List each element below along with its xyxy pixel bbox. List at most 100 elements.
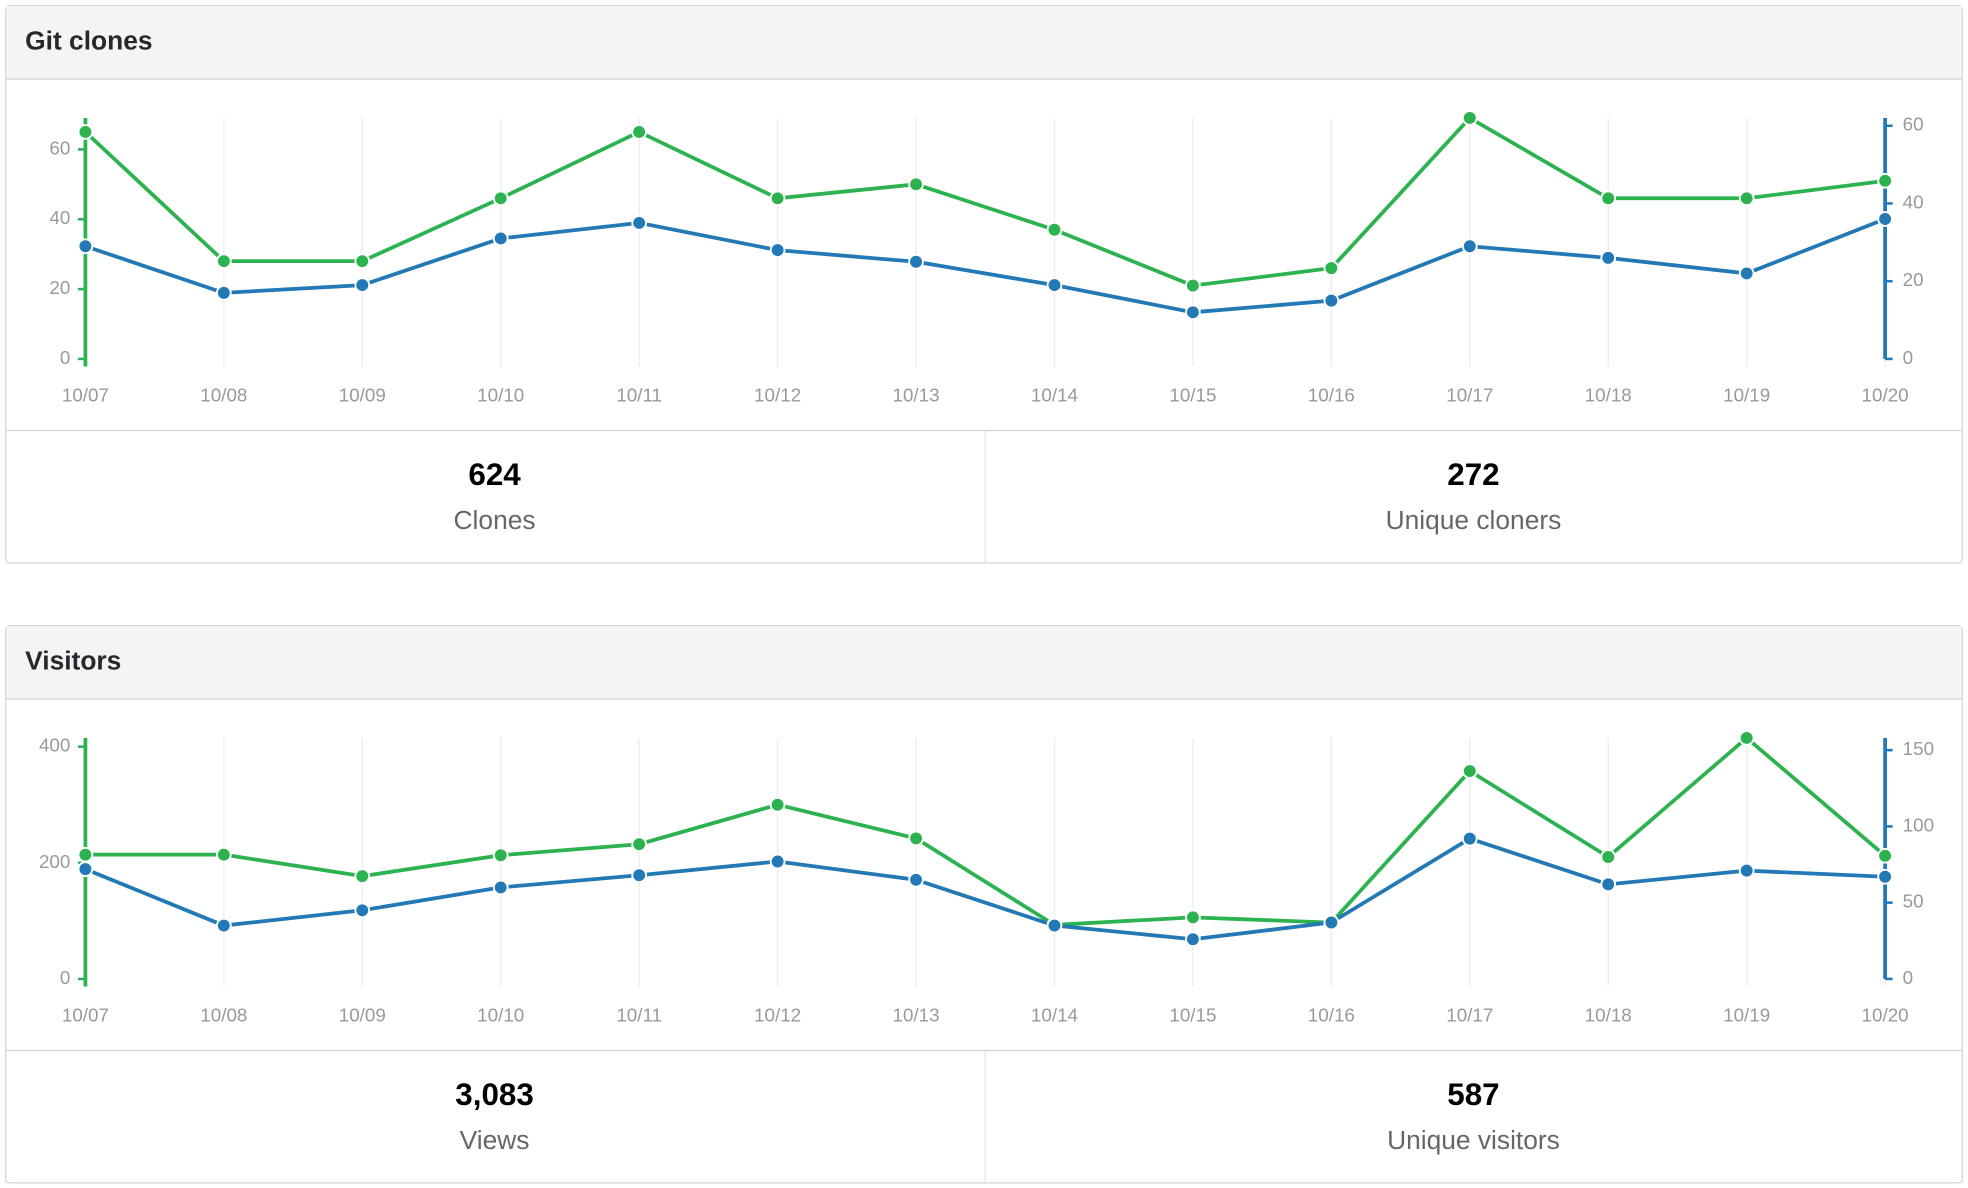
x-tick-label: 10/19 xyxy=(1723,1005,1770,1026)
data-point xyxy=(1877,211,1893,227)
x-tick-label: 10/14 xyxy=(1031,385,1078,406)
x-tick-label: 10/18 xyxy=(1585,1005,1632,1026)
x-tick-label: 10/13 xyxy=(892,385,939,406)
data-point xyxy=(769,796,786,813)
data-point xyxy=(1738,190,1755,207)
x-tick-label: 10/20 xyxy=(1862,1005,1909,1026)
y2-tick-label: 150 xyxy=(1903,738,1934,759)
data-point xyxy=(354,868,371,884)
panel xyxy=(5,624,1963,1184)
data-point xyxy=(216,846,232,863)
data-point xyxy=(216,285,232,301)
x-tick-label: 10/15 xyxy=(1169,1005,1216,1026)
data-point xyxy=(1323,914,1340,931)
data-point xyxy=(77,846,94,863)
series-line xyxy=(84,836,1886,942)
data-point xyxy=(77,124,94,140)
data-point xyxy=(354,902,371,919)
y2-tick-label: 0 xyxy=(1903,347,1913,368)
x-tick-label: 10/07 xyxy=(62,1005,109,1026)
panel-title: Git clones xyxy=(25,26,152,56)
data-point xyxy=(1600,876,1617,893)
data-point xyxy=(769,190,786,207)
x-tick-label: 10/11 xyxy=(616,385,662,406)
data-point xyxy=(1877,868,1893,885)
panel xyxy=(5,5,1963,564)
data-point xyxy=(631,867,648,884)
data-point xyxy=(1185,304,1201,321)
panel-header xyxy=(6,6,1962,80)
y-tick-label: 0 xyxy=(60,967,70,988)
data-point xyxy=(216,253,232,269)
series-line xyxy=(84,217,1886,315)
data-point xyxy=(631,124,648,140)
data-point xyxy=(1046,221,1063,238)
data-point xyxy=(908,253,924,270)
y-tick-label: 400 xyxy=(39,735,70,756)
data-point xyxy=(77,238,94,255)
data-point xyxy=(1877,847,1893,864)
stat-label: Clones xyxy=(454,505,536,535)
x-tick-label: 10/10 xyxy=(477,385,524,406)
data-point xyxy=(1738,730,1755,746)
x-tick-label: 10/16 xyxy=(1308,385,1355,406)
x-tick-label: 10/12 xyxy=(754,1005,801,1026)
data-point xyxy=(631,215,648,231)
stat-value: 587 xyxy=(1447,1077,1499,1112)
y2-tick-label: 20 xyxy=(1903,269,1924,290)
data-point xyxy=(1600,849,1617,865)
data-point xyxy=(1600,250,1617,266)
x-tick-label: 10/14 xyxy=(1031,1005,1078,1026)
data-point xyxy=(1738,862,1755,879)
data-point xyxy=(354,253,371,269)
data-point xyxy=(492,190,509,207)
data-point xyxy=(769,242,786,258)
data-point xyxy=(1877,172,1893,189)
series-line xyxy=(84,115,1886,288)
data-point xyxy=(1323,292,1340,309)
x-tick-label: 10/18 xyxy=(1585,385,1632,406)
data-point xyxy=(1461,763,1478,779)
data-point xyxy=(1185,277,1201,294)
data-point xyxy=(1461,830,1478,847)
data-point xyxy=(1461,110,1478,126)
y-tick-label: 40 xyxy=(49,207,70,228)
series-line xyxy=(85,735,1887,927)
data-point xyxy=(769,853,786,870)
y2-tick-label: 50 xyxy=(1903,891,1924,912)
x-tick-label: 10/20 xyxy=(1862,385,1909,406)
y-tick-label: 200 xyxy=(39,851,70,872)
x-tick-label: 10/08 xyxy=(200,1005,247,1026)
y2-tick-label: 60 xyxy=(1903,114,1924,135)
x-tick-label: 10/13 xyxy=(892,1005,939,1026)
data-point xyxy=(216,917,232,934)
x-tick-label: 10/09 xyxy=(339,385,386,406)
stat-label: Unique visitors xyxy=(1387,1125,1560,1155)
stat-value: 624 xyxy=(468,457,521,492)
data-point xyxy=(1185,909,1201,926)
panel-title: Visitors xyxy=(25,646,121,676)
data-point xyxy=(1185,931,1201,948)
y-tick-label: 20 xyxy=(49,277,70,298)
x-tick-label: 10/17 xyxy=(1446,385,1493,406)
y-tick-label: 0 xyxy=(60,347,70,368)
panel-header xyxy=(6,626,1962,700)
x-tick-label: 10/17 xyxy=(1446,1005,1493,1026)
data-point xyxy=(354,277,371,293)
data-point xyxy=(1738,265,1755,282)
x-tick-label: 10/19 xyxy=(1723,385,1770,406)
data-point xyxy=(1323,260,1340,276)
data-point xyxy=(1046,277,1063,293)
data-point xyxy=(631,836,648,853)
x-tick-label: 10/07 xyxy=(62,385,109,406)
data-point xyxy=(1600,190,1617,207)
x-tick-label: 10/11 xyxy=(616,1005,662,1026)
x-tick-label: 10/12 xyxy=(754,385,801,406)
data-point xyxy=(908,176,924,193)
data-point xyxy=(908,830,924,847)
data-point xyxy=(1461,238,1478,255)
stat-value: 272 xyxy=(1447,457,1499,492)
x-tick-label: 10/16 xyxy=(1308,1005,1355,1026)
